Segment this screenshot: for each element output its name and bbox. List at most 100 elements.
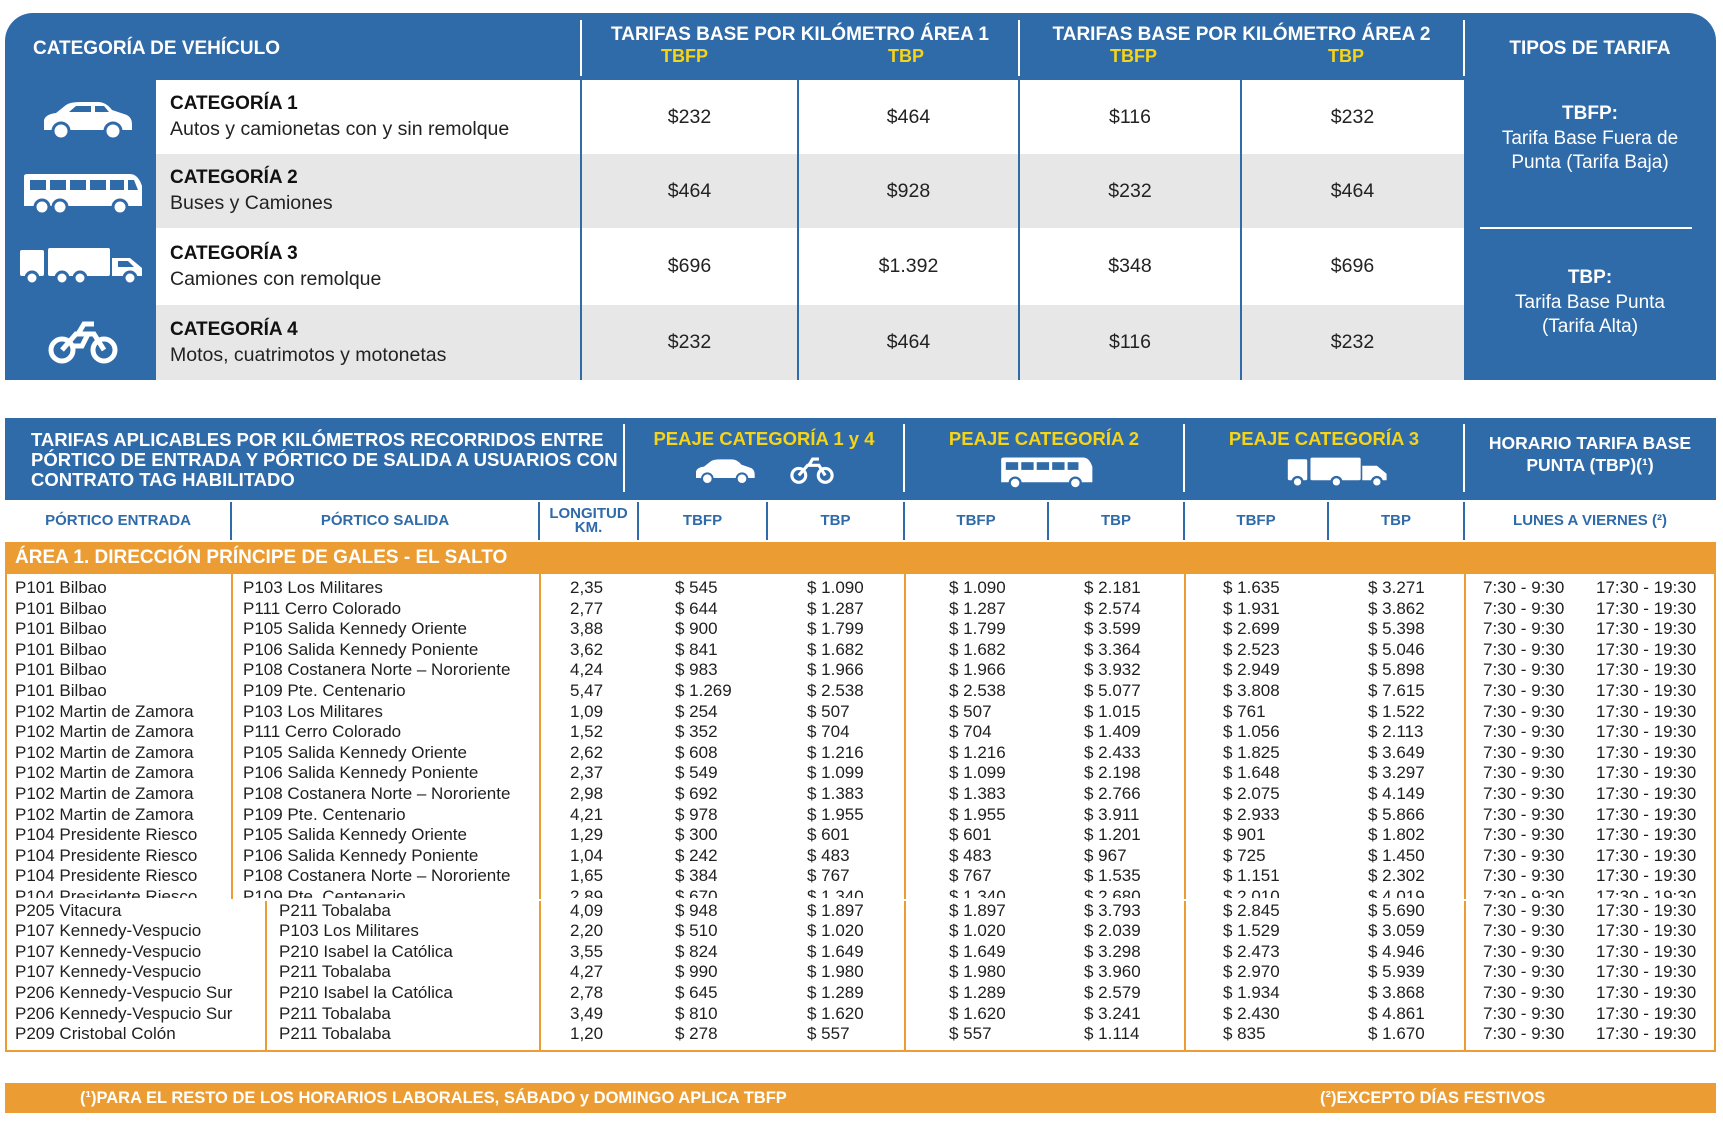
car-icon	[696, 459, 755, 485]
header-category: CATEGORÍA DE VEHÍCULO	[33, 38, 281, 59]
table-row: P209 Cristobal Colón P211 Tobalaba 1,20 $ 2…	[7, 1024, 1714, 1045]
table-cell: P111 Cerro Colorado	[243, 598, 402, 618]
table-row: P107 Kennedy-Vespucio P211 Tobalaba 4,27 $ …	[7, 962, 1714, 983]
row-bg	[156, 228, 1464, 305]
table-cell: 7:30 - 9:30	[1483, 578, 1565, 597]
category-name: CATEGORÍA 2	[170, 167, 298, 188]
table-cell: P106 Salida Kennedy Poniente	[243, 639, 479, 659]
table-cell: 4,21	[570, 804, 604, 824]
table-cell: $ 1.535	[1084, 866, 1141, 886]
table-cell: P105 Salida Kennedy Oriente	[243, 742, 467, 762]
table-cell: 17:30 - 19:30	[1596, 701, 1697, 721]
table-cell: 17:30 - 19:30	[1596, 742, 1697, 762]
price: $464	[886, 105, 931, 128]
table-cell: 7:30 - 9:30	[1483, 681, 1565, 700]
table-row: P101 Bilbao P108 Costanera Norte – Norori…	[7, 660, 1714, 681]
table-cell: $ 1.522	[1368, 701, 1425, 721]
table-cell: $ 1.955	[807, 804, 864, 824]
header-area-2: TARIFAS BASE POR KILÓMETRO ÁREA 2	[1052, 24, 1431, 45]
row-bg	[156, 154, 1464, 228]
table-cell: $ 1.015	[1084, 701, 1141, 721]
price: $696	[667, 255, 712, 277]
table-cell: 7:30 - 9:30	[1483, 763, 1565, 783]
table-cell: $ 254	[675, 701, 718, 721]
column-header: TBFP	[1236, 512, 1276, 529]
column-divider	[1018, 80, 1020, 380]
column-divider	[539, 900, 541, 1050]
price: $232	[1330, 331, 1375, 353]
table-cell: 17:30 - 19:30	[1596, 804, 1697, 824]
table-cell: 17:30 - 19:30	[1596, 763, 1697, 783]
table-cell: 3,62	[570, 639, 604, 659]
table-row: P102 Martin de Zamora P105 Salida Kennedy…	[7, 743, 1714, 764]
table-cell: $ 2.198	[1084, 763, 1141, 783]
table-cell: P106 Salida Kennedy Poniente	[243, 763, 479, 783]
table-cell: $ 3.059	[1368, 921, 1425, 941]
table-cell: $ 841	[675, 639, 718, 659]
table-cell: $ 2.766	[1084, 784, 1141, 803]
table-cell: 17:30 - 19:30	[1596, 598, 1697, 618]
table-cell: $ 1.635	[1223, 578, 1280, 597]
header-divider	[1463, 20, 1465, 76]
column-divider	[797, 80, 799, 380]
table-cell: $ 824	[675, 941, 718, 961]
table-cell: $ 2.075	[1223, 784, 1280, 803]
table-cell: P106 Salida Kennedy Poniente	[243, 845, 479, 865]
table-cell: $ 2.010	[1223, 887, 1280, 898]
table-cell: P101 Bilbao	[15, 598, 107, 618]
table-cell: 4,09	[570, 900, 604, 920]
column-header: LUNES A VIERNES (²)	[1513, 512, 1667, 529]
table-cell: 1,20	[570, 1024, 604, 1044]
table-cell: $ 645	[675, 983, 718, 1002]
column-divider	[1183, 502, 1185, 540]
table-cell: $ 704	[807, 722, 850, 742]
table-cell: $ 3.793	[1084, 900, 1141, 920]
table-cell: 17:30 - 19:30	[1596, 941, 1697, 961]
header-divider	[580, 20, 582, 76]
table-cell: P104 Presidente Riesco	[15, 825, 198, 845]
column-divider	[230, 502, 232, 540]
table-cell: $ 767	[807, 866, 850, 886]
table-cell: $ 1.825	[1223, 742, 1280, 762]
table-cell: $ 2.113	[1368, 722, 1424, 742]
header-divider	[623, 424, 625, 492]
table-cell: P108 Costanera Norte – Nororiente	[243, 866, 511, 886]
table-cell: P210 Isabel la Católica	[279, 983, 453, 1002]
price: $116	[1109, 105, 1151, 128]
table-cell: 4,24	[570, 660, 604, 680]
table-cell: P109 Pte. Centenario	[243, 887, 406, 898]
table-cell: $ 5.077	[1084, 681, 1141, 700]
table-cell: $ 4.946	[1368, 941, 1425, 961]
area-title: ÁREA 1. DIRECCIÓN PRÍNCIPE DE GALES - EL…	[5, 542, 1716, 574]
table-cell: P101 Bilbao	[15, 619, 107, 639]
table-cell: $ 1.099	[807, 763, 864, 783]
table-cell: $ 278	[675, 1024, 718, 1044]
table-row: P107 Kennedy-Vespucio P103 Los Militares 2…	[7, 921, 1714, 942]
table-cell: $ 510	[675, 921, 718, 941]
table-cell: P103 Los Militares	[279, 921, 419, 941]
table-cell: P102 Martin de Zamora	[15, 742, 194, 762]
table-cell: $ 2.433	[1084, 742, 1141, 762]
table-cell: $ 1.056	[1223, 722, 1280, 742]
price: $1.392	[878, 255, 939, 277]
category-description: Camiones con remolque	[170, 267, 382, 290]
table-cell: 7:30 - 9:30	[1483, 962, 1565, 982]
table-cell: P211 Tobalaba	[279, 1024, 391, 1044]
table-row: P104 Presidente Riesco P105 Salida Kenned…	[7, 825, 1714, 846]
column-header: TBFP	[682, 512, 723, 529]
table-cell: 17:30 - 19:30	[1596, 962, 1697, 982]
table-cell: $ 1.287	[807, 598, 864, 618]
price: $464	[1330, 179, 1375, 202]
table-cell: $ 557	[807, 1024, 850, 1044]
column-divider	[904, 574, 906, 899]
column-header: TBP	[1101, 512, 1131, 529]
table-cell: P103 Los Militares	[243, 701, 383, 721]
category-description: Buses y Camiones	[170, 192, 333, 214]
table-row: P104 Presidente Riesco P108 Costanera Nor…	[7, 866, 1714, 887]
table-cell: $ 3.298	[1084, 941, 1141, 961]
table-cell: $ 601	[949, 825, 992, 845]
price: $232	[1330, 105, 1375, 128]
table-cell: $ 990	[675, 962, 718, 982]
table-cell: $ 1.682	[807, 639, 864, 659]
table-cell: $ 549	[675, 763, 718, 783]
